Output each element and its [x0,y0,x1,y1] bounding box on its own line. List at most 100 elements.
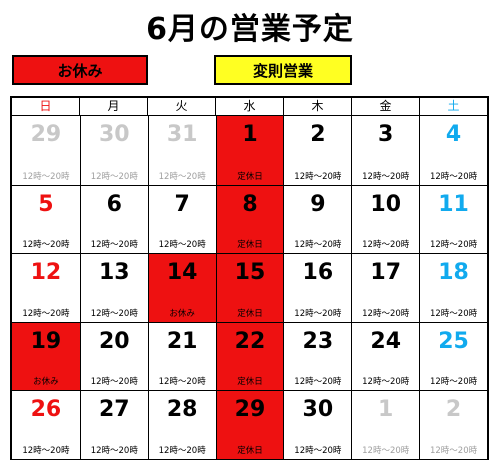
day-number: 2 [310,122,326,147]
day-note: 12時～20時 [22,240,70,251]
day-note: 12時～20時 [294,240,342,251]
calendar-day-cell: 2 12時～20時 [419,390,487,459]
calendar-day-cell: 8 定休日 [215,184,284,254]
calendar-day-cell: 3 12時～20時 [351,116,420,185]
calendar-day-cell: 28 12時～20時 [147,390,216,459]
calendar-day-cell: 17 12時～20時 [351,253,420,322]
weekday-header-cell: 金 [351,98,419,115]
day-number: 18 [438,260,469,286]
calendar-day-cell: 22 定休日 [215,321,284,391]
calendar-day-cell: 14 お休み [147,253,216,322]
legend-holiday: お休み [12,55,148,85]
calendar-day-cell: 1 12時～20時 [351,390,420,459]
day-note: 12時～20時 [362,240,410,251]
day-note: 12時～20時 [90,171,138,182]
day-note: 12時～20時 [158,445,206,456]
calendar-day-cell: 11 12時～20時 [419,184,487,254]
day-number: 9 [310,191,326,217]
weekday-header-cell: 水 [215,98,283,115]
day-note: お休み [33,377,59,388]
day-note: 12時～20時 [294,445,342,456]
calendar-day-cell: 20 12時～20時 [79,321,148,391]
day-note: 12時～20時 [90,377,138,388]
calendar-day-cell: 1 定休日 [215,116,284,185]
day-number: 27 [98,397,130,423]
calendar-day-cell: 29 12時～20時 [12,116,80,185]
day-note: 12時～20時 [158,171,206,182]
day-note: 12時～20時 [362,308,410,319]
day-number: 1 [242,122,258,147]
day-number: 29 [30,122,62,147]
day-number: 12 [30,260,62,286]
day-note: 12時～20時 [158,240,206,251]
day-number: 5 [38,191,54,217]
day-number: 1 [378,397,394,423]
calendar: 日月火水木金土 29 12時～20時 30 12時～20時 31 12時～20時 1 定休日 2… [10,96,489,460]
day-number: 16 [302,260,334,286]
day-number: 6 [106,191,122,217]
day-note: 12時～20時 [90,445,138,456]
day-note: 12時～20時 [429,377,478,388]
calendar-day-cell: 27 12時～20時 [79,390,148,459]
day-number: 25 [438,328,469,354]
day-number: 4 [445,122,462,147]
calendar-day-cell: 9 12時～20時 [283,184,352,254]
weekday-header-cell: 火 [147,98,215,115]
day-number: 11 [438,191,469,217]
day-note: 12時～20時 [90,240,138,251]
day-number: 15 [234,260,266,286]
calendar-day-cell: 30 12時～20時 [283,390,352,459]
calendar-day-cell: 30 12時～20時 [79,116,148,185]
calendar-day-cell: 26 12時～20時 [12,390,80,459]
day-number: 31 [166,122,198,147]
calendar-day-cell: 2 12時～20時 [283,116,352,185]
day-number: 10 [370,191,402,217]
day-number: 20 [98,328,130,354]
calendar-day-cell: 21 12時～20時 [147,321,216,391]
day-number: 23 [302,328,334,354]
weekday-header-cell: 月 [79,98,147,115]
calendar-day-cell: 18 12時～20時 [419,253,487,322]
calendar-day-cell: 31 12時～20時 [147,116,216,185]
day-number: 8 [242,191,258,217]
calendar-day-cell: 23 12時～20時 [283,321,352,391]
calendar-day-cell: 4 12時～20時 [419,116,487,185]
day-number: 30 [302,397,334,423]
day-note: 12時～20時 [22,308,70,319]
calendar-day-cell: 24 12時～20時 [351,321,420,391]
day-number: 14 [166,260,198,286]
day-note: 12時～20時 [90,308,138,319]
day-number: 2 [445,397,462,423]
legend-irregular-hours: 変則営業 [214,55,352,85]
weekday-header-cell: 木 [283,98,351,115]
day-number: 21 [166,328,198,354]
calendar-day-cell: 7 12時～20時 [147,184,216,254]
page-title: 6月の営業予定 [146,12,354,47]
day-note: 12時～20時 [22,445,70,456]
day-note: 12時～20時 [429,308,478,319]
day-number: 28 [166,397,198,423]
day-note: 定休日 [237,240,263,251]
day-note: 12時～20時 [362,445,410,456]
weekday-header: 日 月火水木金土 [12,98,487,116]
day-number: 7 [174,191,190,217]
day-note: 12時～20時 [294,377,342,388]
day-number: 19 [30,328,62,354]
day-note: 12時～20時 [294,308,342,319]
day-number: 3 [378,122,394,147]
day-number: 29 [234,397,266,423]
day-note: 定休日 [237,377,263,388]
day-note: 12時～20時 [429,171,478,182]
day-number: 13 [98,260,130,286]
calendar-day-cell: 29 定休日 [215,390,284,459]
day-number: 17 [370,260,402,286]
day-number: 24 [370,328,402,354]
day-note: お休み [169,308,195,319]
day-note: 12時～20時 [158,377,206,388]
day-note: 12時～20時 [429,240,478,251]
calendar-day-cell: 10 12時～20時 [351,184,420,254]
calendar-day-cell: 16 12時～20時 [283,253,352,322]
calendar-day-cell: 5 12時～20時 [12,184,80,254]
weekday-header-cell: 土 [419,98,487,115]
day-note: 定休日 [237,171,263,182]
